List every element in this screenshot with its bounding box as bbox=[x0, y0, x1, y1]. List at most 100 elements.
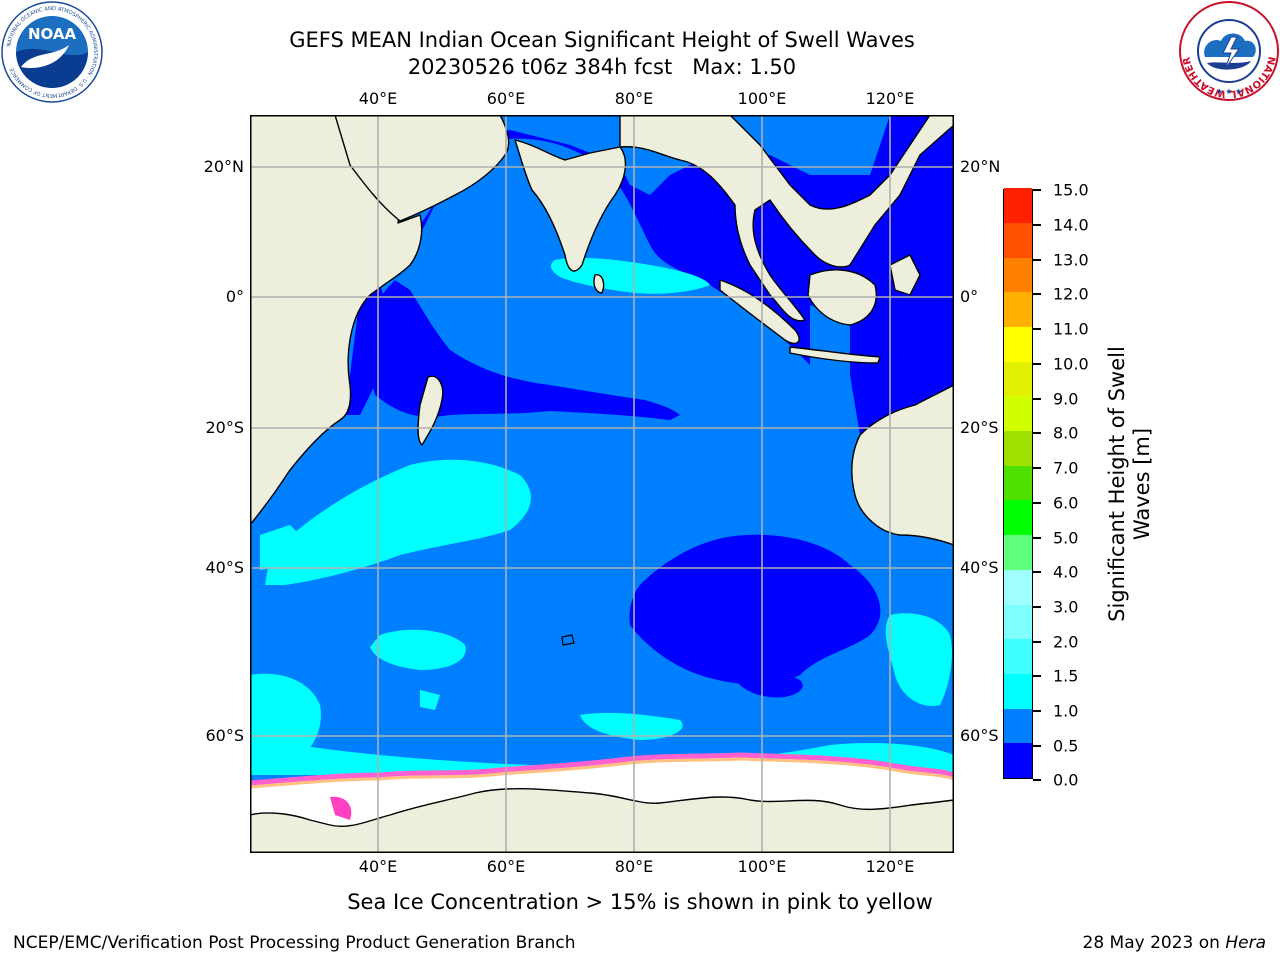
colorbar-tick bbox=[1033, 745, 1041, 747]
colorbar-tick-label: 0.0 bbox=[1053, 770, 1079, 790]
colorbar-tick-label: 2.0 bbox=[1053, 632, 1079, 652]
lon-label-bottom: 40°E bbox=[358, 857, 398, 876]
lon-label-top: 80°E bbox=[614, 89, 654, 108]
colorbar-tick bbox=[1033, 259, 1041, 261]
java bbox=[789, 346, 881, 364]
lat-label-left: 20°S bbox=[205, 418, 244, 437]
antarctica bbox=[250, 788, 954, 853]
colorbar-segment bbox=[1004, 500, 1032, 536]
sulawesi bbox=[889, 254, 921, 296]
colorbar-segment bbox=[1004, 639, 1032, 674]
colorbar-segment bbox=[1004, 743, 1032, 778]
colorbar-tick bbox=[1033, 432, 1041, 434]
lon-label-top: 60°E bbox=[486, 89, 526, 108]
swell-low-regions bbox=[330, 115, 954, 820]
colorbar-segment bbox=[1004, 396, 1032, 431]
chart-title: GEFS MEAN Indian Ocean Significant Heigh… bbox=[289, 28, 915, 52]
colorbar-segment bbox=[1004, 188, 1032, 223]
colorbar bbox=[1003, 188, 1033, 779]
lon-label-bottom: 60°E bbox=[486, 857, 526, 876]
colorbar-tick-label: 9.0 bbox=[1053, 389, 1079, 409]
colorbar-tick-label: 8.0 bbox=[1053, 423, 1079, 443]
india bbox=[514, 139, 627, 272]
lon-label-top: 120°E bbox=[865, 89, 915, 108]
colorbar-tick bbox=[1033, 710, 1041, 712]
colorbar-segment bbox=[1004, 292, 1032, 327]
footer-credit: NCEP/EMC/Verification Post Processing Pr… bbox=[13, 933, 576, 953]
kerguelen-island bbox=[561, 634, 575, 646]
colorbar-tick bbox=[1033, 606, 1041, 608]
lon-label-bottom: 120°E bbox=[865, 857, 915, 876]
colorbar-tick-label: 4.0 bbox=[1053, 562, 1079, 582]
colorbar-tick-label: 7.0 bbox=[1053, 458, 1079, 478]
chart-subtitle: 20230526 t06z 384h fcst Max: 1.50 bbox=[407, 55, 797, 79]
noaa-logo-text: NOAA bbox=[28, 25, 77, 43]
colorbar-segment bbox=[1004, 465, 1032, 501]
colorbar-tick bbox=[1033, 398, 1041, 400]
colorbar-segment bbox=[1004, 222, 1032, 258]
colorbar-title-line2: Waves [m] bbox=[1130, 427, 1154, 541]
colorbar-tick-label: 6.0 bbox=[1053, 493, 1079, 513]
colorbar-tick-label: 1.5 bbox=[1053, 666, 1079, 686]
colorbar-segment bbox=[1004, 673, 1032, 709]
lon-label-bottom: 100°E bbox=[737, 857, 787, 876]
colorbar-tick bbox=[1033, 675, 1041, 677]
colorbar-tick bbox=[1033, 293, 1041, 295]
sea-ice-patch bbox=[330, 796, 352, 820]
lon-label-top: 40°E bbox=[358, 89, 398, 108]
colorbar-tick bbox=[1033, 189, 1041, 191]
lat-label-right: 20°N bbox=[960, 157, 1001, 176]
map-panel bbox=[250, 115, 954, 853]
colorbar-segment bbox=[1004, 326, 1032, 362]
lat-label-right: 60°S bbox=[960, 726, 999, 745]
footer-date: 28 May 2023 on Hera bbox=[1083, 933, 1267, 953]
colorbar-segment bbox=[1004, 535, 1032, 570]
lon-label-bottom: 80°E bbox=[614, 857, 654, 876]
colorbar-tick bbox=[1033, 363, 1041, 365]
nws-logo: NATIONAL WEATHER SERVICE ★ ★ ★ bbox=[1179, 1, 1279, 101]
colorbar-segment bbox=[1004, 431, 1032, 466]
colorbar-tick bbox=[1033, 641, 1041, 643]
colorbar-tick bbox=[1033, 224, 1041, 226]
lat-label-left: 0° bbox=[225, 287, 244, 306]
noaa-logo: NOAA NATIONAL OCEANIC AND ATMOSPHERIC AD… bbox=[1, 1, 103, 103]
nws-stars: ★ ★ ★ bbox=[1216, 87, 1243, 96]
sea-ice-caption: Sea Ice Concentration > 15% is shown in … bbox=[347, 890, 933, 914]
colorbar-tick-label: 1.0 bbox=[1053, 701, 1079, 721]
colorbar-tick bbox=[1033, 571, 1041, 573]
colorbar-tick bbox=[1033, 328, 1041, 330]
lat-label-left: 40°S bbox=[205, 558, 244, 577]
sea-ice-edge bbox=[250, 752, 954, 786]
colorbar-tick bbox=[1033, 779, 1041, 781]
colorbar-tick-label: 15.0 bbox=[1053, 180, 1089, 200]
lat-label-left: 20°N bbox=[203, 157, 244, 176]
colorbar-segment bbox=[1004, 569, 1032, 605]
lat-label-right: 40°S bbox=[960, 558, 999, 577]
colorbar-tick-label: 3.0 bbox=[1053, 597, 1079, 617]
lat-label-left: 60°S bbox=[205, 726, 244, 745]
colorbar-tick-label: 14.0 bbox=[1053, 215, 1089, 235]
australia bbox=[851, 384, 954, 546]
colorbar-tick bbox=[1033, 467, 1041, 469]
colorbar-segment bbox=[1004, 361, 1032, 397]
lat-label-right: 20°S bbox=[960, 418, 999, 437]
colorbar-tick-label: 5.0 bbox=[1053, 528, 1079, 548]
sea-ice-inner-edge bbox=[250, 757, 954, 789]
sri-lanka bbox=[593, 274, 605, 294]
gridlines bbox=[250, 115, 954, 853]
colorbar-title-line1: Significant Height of Swell bbox=[1105, 346, 1129, 622]
colorbar-tick-label: 10.0 bbox=[1053, 354, 1089, 374]
map-border bbox=[250, 115, 954, 853]
lon-label-top: 100°E bbox=[737, 89, 787, 108]
colorbar-tick bbox=[1033, 502, 1041, 504]
lat-label-right: 0° bbox=[960, 287, 979, 306]
colorbar-tick-label: 12.0 bbox=[1053, 284, 1089, 304]
colorbar-tick-label: 13.0 bbox=[1053, 250, 1089, 270]
colorbar-segment bbox=[1004, 257, 1032, 293]
colorbar-segment bbox=[1004, 708, 1032, 744]
footer-host: Hera bbox=[1225, 933, 1266, 953]
colorbar-tick-label: 0.5 bbox=[1053, 736, 1079, 756]
colorbar-title: Significant Height of Swell Waves [m] bbox=[1105, 324, 1155, 644]
colorbar-tick-label: 11.0 bbox=[1053, 319, 1089, 339]
footer-date-text: 28 May 2023 on bbox=[1082, 933, 1226, 953]
